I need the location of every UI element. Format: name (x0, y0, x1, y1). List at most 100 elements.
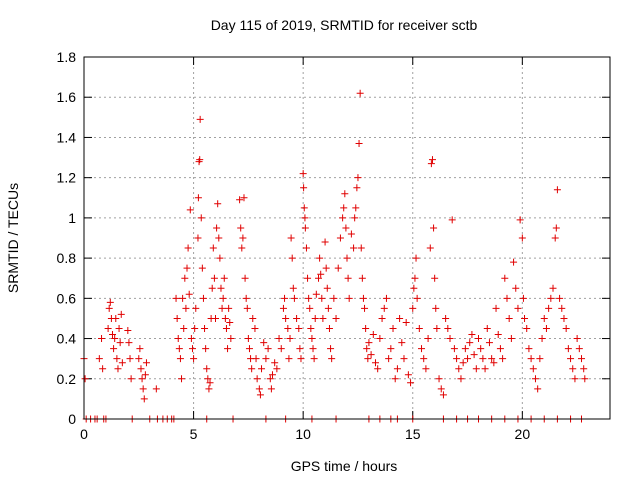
data-point (187, 335, 195, 343)
data-point (490, 359, 498, 367)
data-point (118, 359, 126, 367)
data-point (114, 365, 122, 373)
data-point (300, 184, 308, 192)
data-point (412, 254, 420, 262)
grid (84, 57, 610, 419)
data-point (569, 365, 577, 373)
data-point (453, 355, 461, 363)
data-point (273, 365, 281, 373)
data-point (271, 359, 279, 367)
plot-frame (83, 56, 611, 420)
data-point (351, 214, 359, 222)
data-point (111, 335, 119, 343)
data-point (214, 200, 222, 208)
data-point (461, 345, 469, 353)
data-point (332, 314, 340, 322)
data-point (358, 274, 366, 282)
data-point (317, 270, 325, 278)
data-point (266, 375, 274, 383)
y-tick-label: 1.4 (57, 129, 77, 145)
data-point (501, 274, 509, 282)
data-point (527, 355, 535, 363)
data-point (220, 274, 228, 282)
data-point (137, 365, 145, 373)
data-point (353, 184, 361, 192)
data-point (240, 194, 248, 202)
data-point (347, 230, 355, 238)
data-point (243, 304, 251, 312)
data-point (287, 234, 295, 242)
data-point (141, 371, 149, 379)
data-point (363, 345, 371, 353)
data-point (300, 204, 308, 212)
data-point (336, 234, 344, 242)
data-point (365, 339, 373, 347)
data-point (357, 244, 365, 252)
y-axis-ticks: 0 0.2 0.4 0.6 0.8 1 1.2 1.4 1.6 1.8 (57, 49, 610, 427)
data-point (302, 244, 310, 252)
data-point (181, 274, 189, 282)
data-point (410, 284, 418, 292)
data-point (455, 365, 463, 373)
data-point (433, 325, 441, 332)
data-point (126, 355, 134, 363)
data-point (477, 345, 485, 353)
data-point (124, 327, 132, 335)
data-point (311, 314, 319, 322)
data-point (239, 234, 247, 242)
y-tick-label: 1.6 (57, 89, 77, 105)
data-point (186, 206, 194, 214)
data-point (512, 284, 520, 292)
data-point (113, 355, 121, 363)
data-point (536, 355, 544, 363)
data-point (308, 335, 316, 343)
data-point (323, 284, 331, 292)
data-point (355, 139, 363, 147)
data-point (241, 274, 249, 282)
data-point (260, 339, 268, 347)
data-point (295, 325, 303, 332)
data-point (367, 351, 375, 359)
data-point (174, 335, 182, 343)
data-point (475, 335, 482, 343)
data-point (382, 294, 390, 302)
data-point (558, 304, 566, 312)
x-tick-label: 5 (190, 426, 198, 442)
data-point (444, 325, 452, 332)
data-point (470, 351, 478, 359)
data-point (199, 294, 207, 302)
data-point (580, 365, 588, 373)
data-point (316, 254, 324, 262)
data-point (216, 254, 224, 262)
data-point (182, 304, 190, 312)
data-point (442, 314, 450, 322)
data-point (371, 359, 379, 367)
data-point (286, 335, 294, 343)
data-point (400, 355, 408, 363)
data-point (188, 345, 196, 353)
data-point (179, 294, 187, 302)
data-point (521, 314, 529, 322)
data-point (422, 365, 430, 373)
data-point (324, 304, 332, 312)
data-point (446, 335, 454, 343)
data-point (226, 318, 234, 326)
data-point (304, 274, 312, 282)
x-axis-label: GPS time / hours (291, 458, 398, 474)
data-point (215, 234, 223, 242)
data-point (448, 216, 456, 224)
data-point (104, 325, 112, 332)
data-point (519, 294, 527, 302)
data-point (437, 385, 445, 393)
data-point (237, 224, 245, 232)
data-point (545, 304, 553, 312)
data-point (172, 294, 180, 302)
data-point (142, 359, 150, 367)
data-point (450, 345, 458, 353)
data-point (571, 375, 579, 383)
data-point (99, 365, 107, 373)
data-point (282, 314, 290, 322)
y-tick-label: 0.4 (57, 331, 77, 347)
data-point (209, 244, 217, 252)
data-point (281, 294, 289, 302)
